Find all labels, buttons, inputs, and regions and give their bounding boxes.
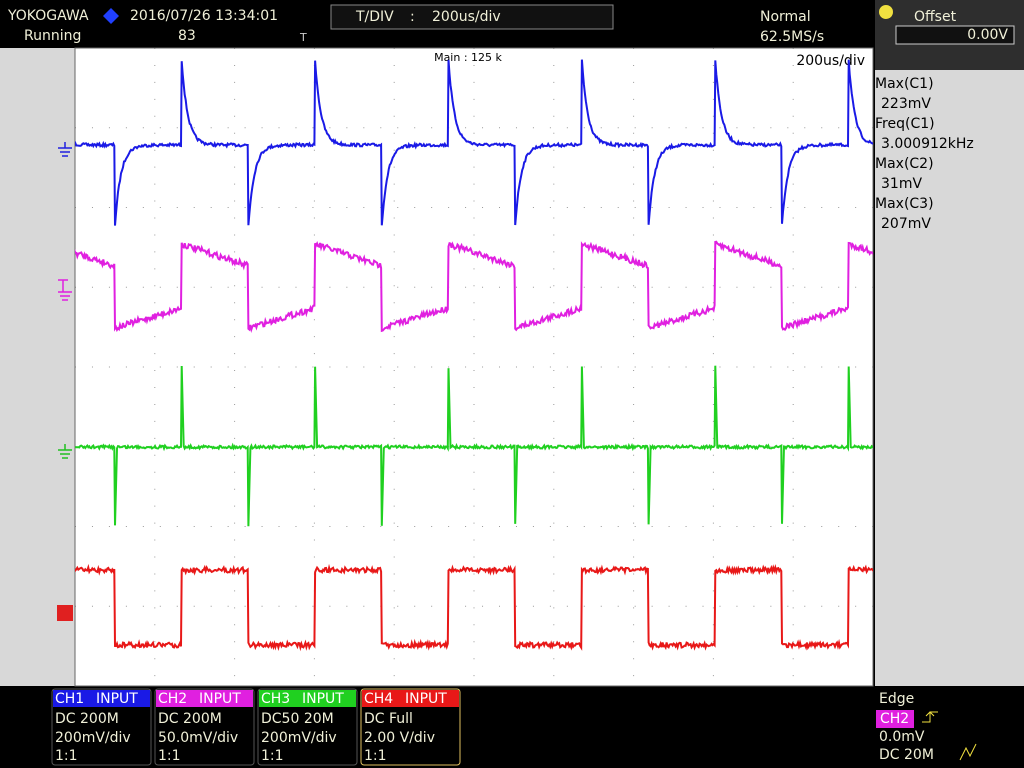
channel-box[interactable] <box>51 688 152 766</box>
channel-info: CH1 INPUT DC 200M 200mV/div 1:1 CH2 INPUT DC 20… <box>51 688 461 766</box>
waveform <box>75 59 873 226</box>
measure-label: Freq(C1) <box>875 116 935 132</box>
timebase-label: 200us/div <box>796 53 865 69</box>
knob-icon <box>879 5 893 19</box>
measure-value: 3.000912kHz <box>881 136 974 152</box>
main-label: Main : 125 k <box>434 51 502 64</box>
channel-input: INPUT <box>96 691 138 707</box>
ground-markers <box>57 142 73 621</box>
waveform <box>75 563 873 652</box>
tdiv-box[interactable] <box>330 4 614 30</box>
channel-scale: 200mV/div <box>261 730 337 746</box>
ch2-marker <box>58 279 72 301</box>
channel-input: INPUT <box>199 691 241 707</box>
trigger-coupling: DC 20M <box>879 747 934 763</box>
measure-value: 207mV <box>881 216 931 232</box>
waveform <box>75 240 873 333</box>
channel-probe: 1:1 <box>158 748 181 764</box>
channel-input: INPUT <box>302 691 344 707</box>
ch3-marker <box>58 444 72 459</box>
channel-box[interactable] <box>257 688 358 766</box>
run-status: Running <box>24 28 81 44</box>
tdiv-sep: : <box>410 9 415 25</box>
channel-scale: 200mV/div <box>55 730 131 746</box>
trigger-source-box <box>876 710 914 728</box>
channel-coupling: DC Full <box>364 711 413 727</box>
channel-probe: 1:1 <box>261 748 284 764</box>
trigger-mode: Normal <box>760 9 811 25</box>
edge-icon <box>922 711 938 723</box>
waveforms <box>75 59 873 652</box>
channel-input: INPUT <box>405 691 447 707</box>
channel-name: CH4 <box>364 691 393 707</box>
measure-panel <box>875 70 1024 686</box>
offset-field[interactable] <box>895 25 1015 45</box>
graticule <box>75 48 873 686</box>
channel-header <box>156 690 253 707</box>
offset-value: 0.00V <box>967 27 1008 43</box>
offset-label: Offset <box>914 9 957 25</box>
measure-label: Max(C1) <box>875 76 934 92</box>
measure-label: Max(C3) <box>875 196 934 212</box>
datetime: 2016/07/26 13:34:01 <box>130 8 278 24</box>
measurements: Max(C1) 223mV Freq(C1) 3.000912kHz Max(C2) 31… <box>875 76 974 232</box>
grid <box>74 47 874 687</box>
measure-label: Max(C2) <box>875 156 934 172</box>
channel-probe: 1:1 <box>55 748 78 764</box>
channel-probe: 1:1 <box>364 748 387 764</box>
trigger-level: 0.0mV <box>879 729 925 745</box>
tdiv-value: 200us/div <box>432 9 501 25</box>
waveform <box>75 365 873 527</box>
channel-name: CH1 <box>55 691 84 707</box>
brand: YOKOGAWA <box>7 8 89 24</box>
channel-header <box>259 690 356 707</box>
channel-box[interactable] <box>154 688 255 766</box>
channel-name: CH3 <box>261 691 290 707</box>
channel-coupling: DC 200M <box>158 711 222 727</box>
measure-value: 223mV <box>881 96 931 112</box>
channel-coupling: DC 200M <box>55 711 119 727</box>
brand-icon <box>103 8 119 24</box>
coupling-icon <box>959 743 977 761</box>
channel-coupling: DC50 20M <box>261 711 334 727</box>
channel-name: CH2 <box>158 691 187 707</box>
left-panel <box>0 48 75 686</box>
channel-scale: 50.0mV/div <box>158 730 238 746</box>
channel-header <box>53 690 150 707</box>
ch1-marker <box>58 142 72 157</box>
trigger-type: Edge <box>879 691 914 707</box>
tdiv-label: T/DIV <box>355 9 394 25</box>
channel-header <box>362 690 459 707</box>
trigger-pos-icon: T <box>299 31 307 44</box>
trigger-source: CH2 <box>880 711 909 727</box>
sample-rate: 62.5MS/s <box>760 29 824 45</box>
channel-scale: 2.00 V/div <box>364 730 435 746</box>
measure-value: 31mV <box>881 176 922 192</box>
acq-count: 83 <box>178 28 196 44</box>
ch4-marker <box>57 605 73 621</box>
grid-border <box>74 47 874 687</box>
channel-box[interactable] <box>360 688 461 766</box>
